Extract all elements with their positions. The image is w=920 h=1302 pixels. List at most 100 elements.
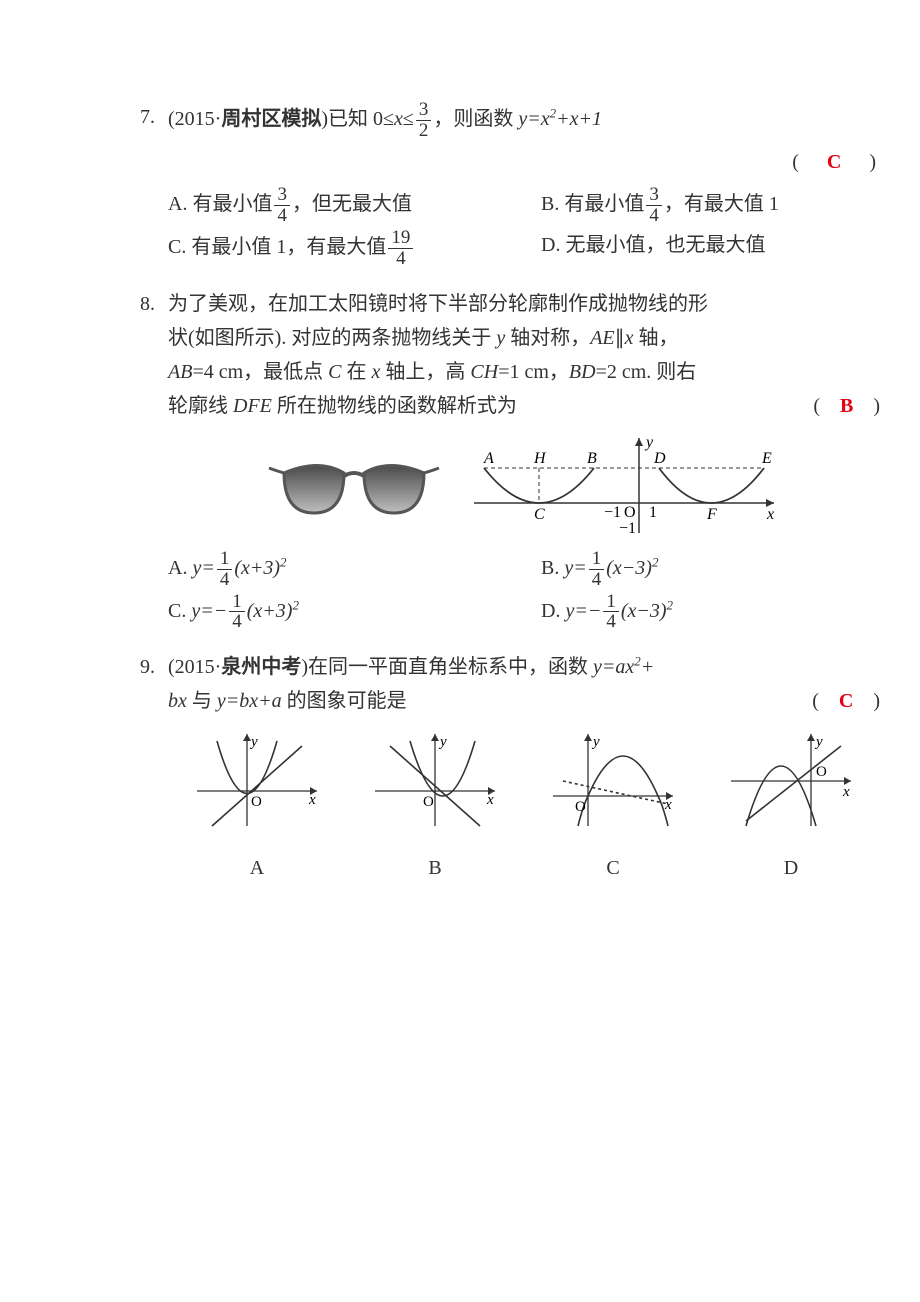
q8-answer: B (840, 395, 853, 417)
q8-optB-head: B. (541, 557, 564, 579)
q9a-x: x (308, 792, 316, 808)
q9-answer: C (839, 690, 853, 712)
q9-answer-paren: ( C ) (812, 684, 880, 718)
q7-optB-pre: B. 有最小值 (541, 193, 644, 215)
q8-options: A. y=14(x+3)2 B. y=14(x−3)2 C. y=−14(x+3… (140, 549, 880, 633)
q7-opt-c: C. 有最小值 1，有最大值194 (168, 228, 507, 269)
q8-y1: y (496, 327, 505, 349)
q9c-y: y (591, 734, 600, 750)
q9-source-bold: 泉州中考 (221, 656, 301, 678)
q8-opts-row-1: A. y=14(x+3)2 B. y=14(x−3)2 (168, 549, 880, 590)
lbl-O: O (624, 504, 636, 521)
q7-frac-den: 2 (416, 121, 432, 141)
q7-optC-pre: C. 有最小值 1，有最大值 (168, 236, 386, 258)
q8-stem3a: =4 cm，最低点 (192, 361, 328, 383)
q8-DFE: DFE (233, 395, 272, 417)
q8-stem1: 为了美观，在加工太阳镜时将下半部分轮廓制作成抛物线的形 (168, 293, 708, 315)
q8-opt-c: C. y=−14(x+3)2 (168, 592, 507, 633)
q7-opt-d: D. 无最小值，也无最大值 (541, 228, 880, 269)
q8-optD-tail: (x−3)2 (621, 600, 673, 622)
q9-stem: (2015·泉州中考)在同一平面直角坐标系中，函数 y=ax2+ bx 与 y=… (168, 650, 880, 718)
q9-graph-a: y x O A (168, 726, 346, 885)
sunglasses-icon (264, 448, 444, 528)
q8-optC-tail: (x+3)2 (247, 600, 299, 622)
q8-stem2c: 轴， (634, 327, 679, 349)
lbl-neg1y: −1 (619, 520, 636, 537)
q7-opt-b: B. 有最小值34，有最大值 1 (541, 185, 880, 226)
q9b-O: O (423, 794, 434, 810)
question-8: 8. 为了美观，在加工太阳镜时将下半部分轮廓制作成抛物线的形 状(如图所示). … (140, 287, 880, 633)
q7-optB-den: 4 (646, 206, 662, 226)
q9d-y: y (814, 734, 823, 750)
q9-source-suffix: ) (301, 656, 308, 678)
q8-stem4a: 轮廓线 (168, 395, 233, 417)
lbl-E: E (761, 450, 772, 467)
q7-optA-post: ，但无最大值 (292, 193, 412, 215)
q8-opt-d: D. y=−14(x−3)2 (541, 592, 880, 633)
q8-optB-y: y= (564, 557, 586, 579)
q8-optC-den: 4 (229, 612, 245, 632)
lbl-x: x (766, 506, 774, 523)
q9-func2: y=bx+a (217, 690, 282, 712)
q8-opt-b: B. y=14(x−3)2 (541, 549, 880, 590)
q8-optA-y: y= (192, 557, 214, 579)
q8-number: 8. (140, 287, 168, 321)
q9-number: 9. (140, 650, 168, 684)
q8-AE: AE (590, 327, 614, 349)
q7-optA-pre: A. 有最小值 (168, 193, 272, 215)
q9-graph-d: y x O D (702, 726, 880, 885)
q8-CH: CH (470, 361, 498, 383)
lbl-Cpt: C (534, 506, 545, 523)
q7-le: ≤ (403, 108, 414, 130)
q7-optA-den: 4 (274, 206, 290, 226)
q7-func: y=x2+x+1 (518, 108, 602, 130)
lbl-F: F (706, 506, 717, 523)
q8-C: C (328, 361, 341, 383)
q9-func1: y=ax2+ (593, 656, 654, 678)
q8-stem2b: 轴对称， (505, 327, 590, 349)
q8-stem2a: 状(如图所示). 对应的两条抛物线关于 (168, 327, 496, 349)
q8-BD: BD (569, 361, 596, 383)
q7-stem-b: ，则函数 (433, 108, 518, 130)
q8-x1: x (625, 327, 634, 349)
q9-stem-b2: 与 (187, 690, 217, 712)
q8-AB: AB (168, 361, 192, 383)
q8-optD-frac: 14 (603, 592, 619, 633)
lbl-m1: −1 (604, 504, 621, 521)
q8-optA-head: A. (168, 557, 192, 579)
q8-figure-row: A H B D E C F O x y −1 1 −1 (168, 433, 880, 543)
q7-source-bold: 周村区模拟 (221, 108, 321, 130)
question-9: 9. (2015·泉州中考)在同一平面直角坐标系中，函数 y=ax2+ bx 与… (140, 650, 880, 885)
lbl-H: H (533, 450, 547, 467)
q7-options: A. 有最小值34，但无最大值 B. 有最小值34，有最大值 1 C. 有最小值… (140, 185, 880, 269)
q9a-O: O (251, 794, 262, 810)
q9c-O: O (575, 799, 586, 815)
q9-stem-a: 在同一平面直角坐标系中，函数 (308, 656, 593, 678)
q8-optC-frac: 14 (229, 592, 245, 633)
q9-graph-c: y x O C (524, 726, 702, 885)
q9-graph-row: y x O A y x O B (168, 726, 880, 885)
q8-diagram: A H B D E C F O x y −1 1 −1 (464, 433, 784, 543)
q7-frac: 32 (416, 100, 432, 141)
q9-label-c: C (524, 851, 702, 885)
q7-optC-frac: 194 (388, 228, 413, 269)
q7-answer-paren: ( C ) (168, 145, 880, 179)
q9c-x: x (664, 797, 672, 813)
q9d-x: x (842, 784, 850, 800)
q7-opt-a: A. 有最小值34，但无最大值 (168, 185, 507, 226)
q7-var-x1: x (394, 108, 403, 130)
q7-stem: (2015·周村区模拟)已知 0≤x≤32，则函数 y=x2+x+1 ( C ) (168, 100, 880, 179)
q9d-O: O (816, 764, 827, 780)
q7-frac-num: 3 (416, 100, 432, 121)
q8-optA-num: 1 (217, 549, 233, 570)
lbl-B: B (587, 450, 597, 467)
q7-optB-post: ，有最大值 1 (664, 193, 779, 215)
q8-stem3d: =1 cm， (498, 361, 569, 383)
q7-optB-frac: 34 (646, 185, 662, 226)
q9a-y: y (249, 734, 258, 750)
q8-optA-den: 4 (217, 570, 233, 590)
q9b-y: y (438, 734, 447, 750)
q7-opts-row-2: C. 有最小值 1，有最大值194 D. 无最小值，也无最大值 (168, 228, 880, 269)
q7-answer: C (827, 151, 845, 173)
q8-optA-tail: (x+3)2 (234, 557, 286, 579)
